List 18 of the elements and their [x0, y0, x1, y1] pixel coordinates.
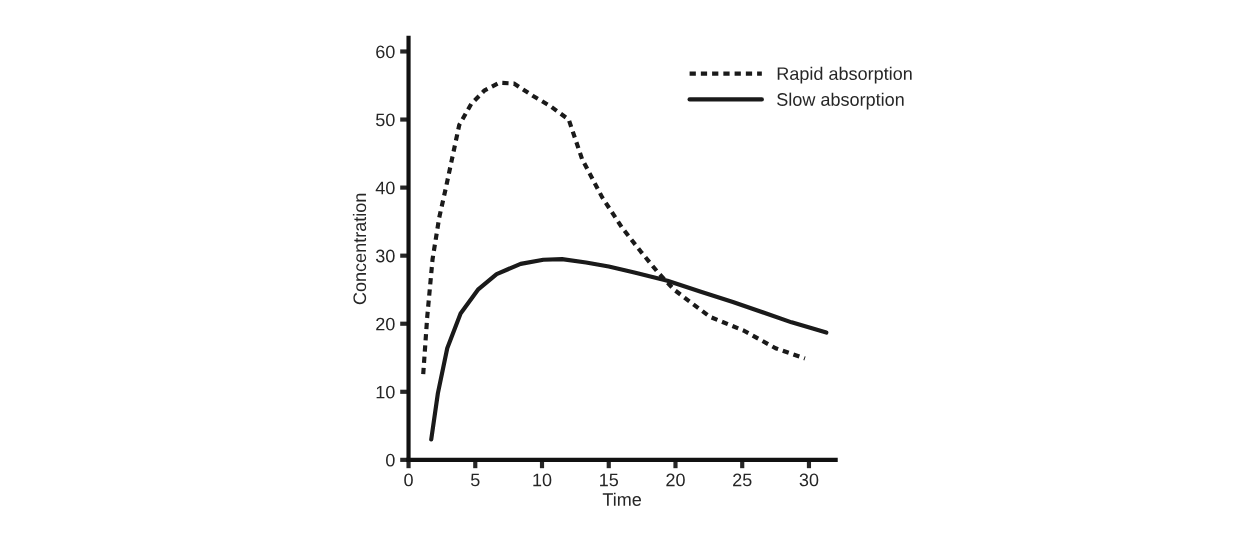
x-tick-label: 10 [533, 473, 552, 487]
x-tick-label: 20 [666, 473, 685, 487]
y-axis-title: Concentration [352, 193, 367, 305]
y-tick-label: 0 [386, 453, 395, 467]
x-tick-label: 25 [733, 473, 752, 487]
legend-label: Rapid absorption [777, 66, 912, 84]
y-tick-label: 10 [376, 385, 395, 399]
y-tick-label: 60 [376, 45, 395, 59]
x-axis-title: Time [602, 492, 642, 506]
y-tick-label: 50 [375, 113, 395, 127]
y-tick-label: 30 [375, 249, 395, 263]
x-tick-label: 15 [600, 473, 619, 487]
y-tick-label: 20 [376, 317, 395, 331]
x-tick-label: 5 [470, 473, 480, 487]
legend-label: Slow absorption [777, 92, 904, 110]
x-tick-label: 30 [799, 473, 819, 487]
y-tick-label: 40 [375, 181, 395, 195]
x-tick-label: 0 [404, 473, 413, 487]
